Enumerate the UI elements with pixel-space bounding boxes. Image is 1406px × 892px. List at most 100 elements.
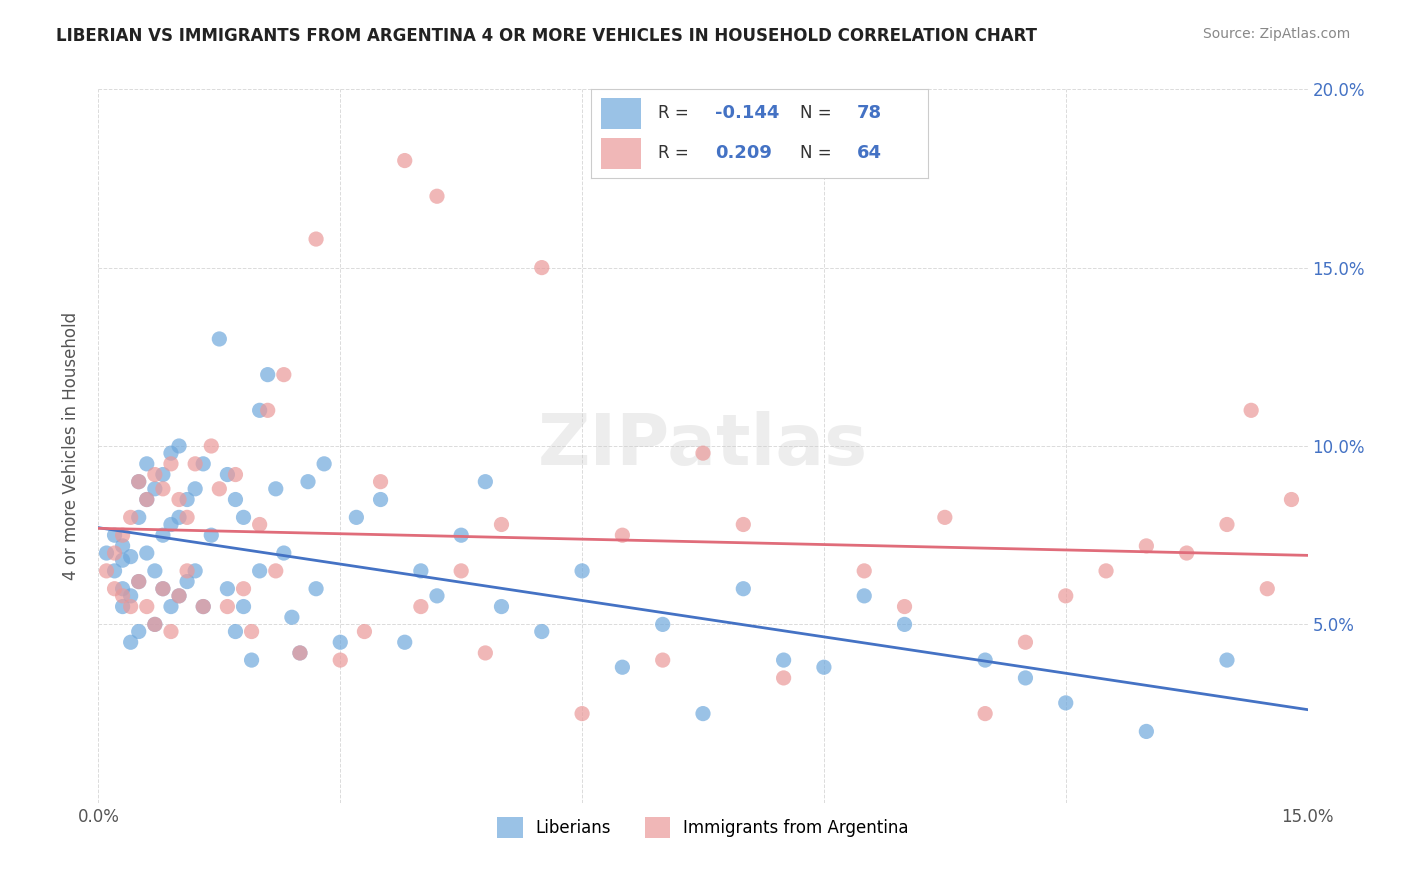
Point [167,492,190,507]
Point [224,467,246,482]
Point [103,528,125,542]
Point [120,549,142,564]
Text: Source: ZipAtlas.com: Source: ZipAtlas.com [1202,27,1350,41]
Point [111,589,134,603]
FancyBboxPatch shape [600,98,641,129]
Point [853,564,876,578]
Point [128,475,150,489]
Point [184,482,207,496]
Point [370,492,392,507]
Text: 64: 64 [858,145,882,162]
Point [491,599,513,614]
Point [256,368,278,382]
Point [934,510,956,524]
Point [1014,671,1036,685]
Point [152,582,174,596]
Point [184,564,207,578]
Point [281,610,304,624]
Point [651,653,673,667]
Point [217,582,239,596]
Point [152,467,174,482]
Point [111,599,134,614]
Point [1216,653,1239,667]
Point [409,599,432,614]
Point [530,624,553,639]
Point [1135,724,1157,739]
Point [160,624,183,639]
Point [152,582,174,596]
Point [240,653,263,667]
Point [264,564,287,578]
Point [409,564,432,578]
Point [329,653,352,667]
Point [176,574,198,589]
Point [128,574,150,589]
Point [135,599,157,614]
Point [893,599,915,614]
Point [450,564,472,578]
Point [772,653,794,667]
Point [152,528,174,542]
Point [772,671,794,685]
Point [200,528,222,542]
Point [160,457,183,471]
Point [208,332,231,346]
Point [314,457,336,471]
Point [184,457,207,471]
Point [853,589,876,603]
Point [96,564,118,578]
Point [1095,564,1118,578]
Point [305,232,328,246]
Point [176,564,198,578]
Legend: Liberians, Immigrants from Argentina: Liberians, Immigrants from Argentina [491,811,915,845]
Point [394,153,416,168]
Point [193,457,215,471]
Point [329,635,352,649]
Point [974,706,997,721]
Point [120,510,142,524]
Point [353,624,375,639]
Point [249,564,271,578]
Point [135,457,157,471]
Point [176,492,198,507]
Point [208,482,231,496]
Point [612,660,634,674]
Point [167,589,190,603]
Point [571,564,593,578]
Text: R =: R = [658,104,695,122]
Point [571,706,593,721]
Point [103,546,125,560]
Point [344,510,367,524]
Point [893,617,915,632]
Point [264,482,287,496]
Point [1216,517,1239,532]
Point [111,582,134,596]
Point [1256,582,1278,596]
Point [111,553,134,567]
Point [128,510,150,524]
Point [370,475,392,489]
Point [692,446,714,460]
Point [426,589,449,603]
Point [193,599,215,614]
FancyBboxPatch shape [600,138,641,169]
Point [217,467,239,482]
Point [143,617,166,632]
Point [160,446,183,460]
Point [530,260,553,275]
Point [200,439,222,453]
Point [974,653,997,667]
Point [1014,635,1036,649]
Point [135,492,157,507]
Text: ZIPatlas: ZIPatlas [538,411,868,481]
Point [1054,589,1077,603]
Point [232,510,254,524]
Point [143,482,166,496]
Point [160,599,183,614]
Point [1240,403,1263,417]
Point [232,599,254,614]
Y-axis label: 4 or more Vehicles in Household: 4 or more Vehicles in Household [62,312,80,580]
Point [273,368,295,382]
Point [224,624,246,639]
Point [152,482,174,496]
